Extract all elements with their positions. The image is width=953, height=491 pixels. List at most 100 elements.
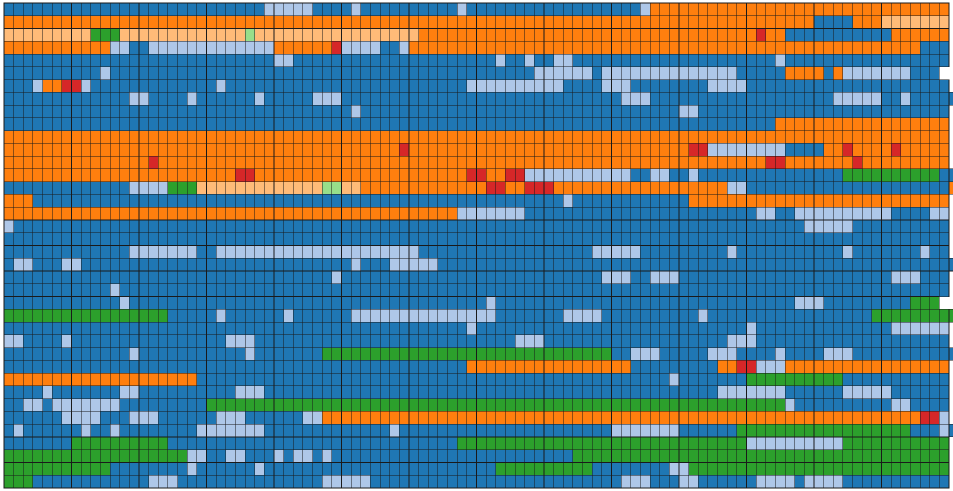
heatmap-cell: [71, 104, 82, 119]
heatmap-cell: [659, 53, 670, 68]
heatmap-cell: [90, 92, 101, 106]
heatmap-cell: [813, 309, 824, 323]
heatmap-cell: [775, 168, 786, 182]
heatmap-cell: [755, 2, 767, 17]
heatmap-cell: [196, 2, 207, 17]
heatmap-cell: [678, 143, 689, 157]
heatmap-cell: [910, 117, 921, 131]
heatmap-cell: [283, 181, 294, 195]
heatmap-cell: [852, 347, 863, 361]
heatmap-cell: [215, 206, 227, 221]
heatmap-cell: [534, 194, 545, 208]
heatmap-cell: [129, 2, 140, 17]
heatmap-cell: [929, 270, 940, 285]
heatmap-cell: [524, 194, 535, 208]
heatmap-cell: [543, 143, 554, 157]
heatmap-cell: [61, 219, 72, 234]
heatmap-cell: [90, 130, 101, 144]
heatmap-cell: [148, 296, 159, 310]
heatmap-cell: [225, 181, 236, 195]
heatmap-cell: [437, 155, 448, 170]
heatmap-cell: [22, 232, 34, 246]
heatmap-cell: [871, 257, 882, 272]
heatmap-cell: [726, 334, 738, 348]
heatmap-cell: [919, 270, 931, 285]
heatmap-cell: [832, 92, 844, 106]
heatmap-cell: [534, 66, 545, 80]
heatmap-cell: [697, 104, 709, 119]
heatmap-cell: [360, 117, 371, 131]
heatmap-cell: [466, 143, 477, 157]
heatmap-cell: [640, 143, 651, 157]
heatmap-cell: [823, 245, 834, 259]
heatmap-cell: [408, 155, 419, 170]
heatmap-cell: [707, 40, 718, 55]
heatmap-cell: [129, 385, 140, 399]
heatmap-cell: [881, 360, 892, 374]
heatmap-cell: [659, 462, 670, 476]
heatmap-cell: [427, 92, 439, 106]
heatmap-cell: [80, 321, 92, 336]
heatmap-cell: [620, 2, 632, 17]
heatmap-cell: [717, 321, 728, 336]
heatmap-cell: [485, 334, 497, 348]
heatmap-cell: [707, 28, 718, 42]
heatmap-cell: [225, 15, 236, 29]
heatmap-cell: [871, 181, 882, 195]
heatmap-cell: [601, 436, 612, 451]
heatmap-cell: [302, 79, 313, 93]
heatmap-cell: [524, 143, 535, 157]
heatmap-cell: [138, 117, 149, 131]
heatmap-cell: [119, 347, 130, 361]
heatmap-cell: [881, 92, 892, 106]
heatmap-cell: [321, 321, 333, 336]
heatmap-cell: [456, 283, 468, 297]
heatmap-cell: [379, 92, 391, 106]
heatmap-cell: [495, 40, 506, 55]
heatmap-cell: [466, 219, 477, 234]
heatmap-cell: [148, 40, 159, 55]
heatmap-cell: [389, 194, 400, 208]
heatmap-cell: [620, 40, 632, 55]
heatmap-cell: [399, 372, 410, 387]
heatmap-cell: [350, 117, 362, 131]
heatmap-cell: [485, 40, 497, 55]
heatmap-cell: [80, 334, 92, 348]
heatmap-cell: [910, 79, 921, 93]
heatmap-cell: [177, 296, 188, 310]
heatmap-cell: [929, 104, 940, 119]
heatmap-cell: [697, 15, 709, 29]
heatmap-cell: [794, 2, 805, 17]
heatmap-cell: [939, 321, 950, 336]
heatmap-cell: [804, 462, 815, 476]
heatmap-cell: [524, 462, 535, 476]
heatmap-cell: [784, 117, 796, 131]
heatmap-cell: [890, 283, 902, 297]
heatmap-cell: [852, 296, 863, 310]
heatmap-cell: [649, 270, 661, 285]
heatmap-cell: [456, 66, 468, 80]
heatmap-cell: [177, 194, 188, 208]
heatmap-cell: [890, 423, 902, 438]
heatmap-cell: [784, 53, 796, 68]
heatmap-cell: [244, 449, 256, 463]
heatmap-cell: [389, 449, 400, 463]
heatmap-cell: [167, 385, 178, 399]
heatmap-cell: [119, 15, 130, 29]
heatmap-cell: [61, 334, 72, 348]
heatmap-cell: [341, 232, 352, 246]
heatmap-cell: [900, 15, 911, 29]
heatmap-cell: [755, 15, 767, 29]
heatmap-cell: [890, 372, 902, 387]
heatmap-cell: [225, 117, 236, 131]
heatmap-cell: [688, 245, 699, 259]
heatmap-cell: [186, 15, 198, 29]
heatmap-cell: [861, 155, 873, 170]
heatmap-cell: [659, 92, 670, 106]
heatmap-cell: [437, 411, 448, 425]
heatmap-cell: [852, 2, 863, 17]
heatmap-cell: [427, 194, 439, 208]
heatmap-cell: [13, 143, 24, 157]
heatmap-cell: [447, 194, 458, 208]
heatmap-cell: [437, 270, 448, 285]
